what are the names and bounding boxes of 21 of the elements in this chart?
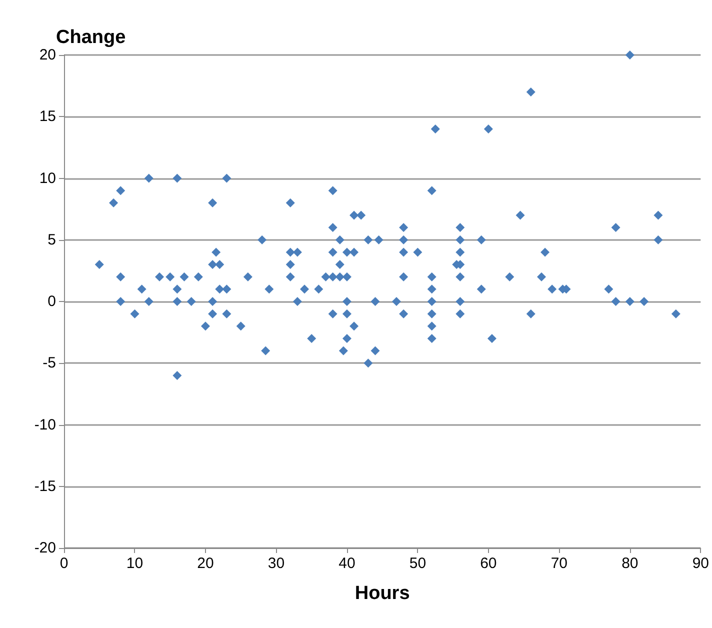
- y-tick-label: -20: [34, 540, 56, 556]
- y-axis-title: Change: [56, 27, 126, 48]
- y-tick-label: 20: [39, 46, 56, 64]
- y-tick-label: 0: [48, 293, 56, 310]
- y-tick-label: -5: [42, 354, 56, 372]
- x-tick-label: 90: [692, 555, 709, 572]
- y-tick-label: 5: [48, 231, 56, 248]
- x-tick-label: 80: [622, 555, 638, 572]
- x-tick-label: 40: [338, 555, 356, 572]
- y-tick-label: 10: [39, 170, 56, 187]
- x-axis-title: Hours: [354, 583, 410, 604]
- x-tick-label: 10: [126, 555, 144, 572]
- x-tick-label: 60: [480, 555, 497, 572]
- x-tick-label: 20: [197, 555, 214, 572]
- y-tick-label: -10: [34, 416, 56, 434]
- x-tick-label: 50: [409, 555, 426, 572]
- x-tick-label: 70: [550, 555, 568, 572]
- x-tick-label: 30: [268, 555, 285, 572]
- x-tick-label: 0: [60, 555, 68, 572]
- y-tick-label: 15: [39, 108, 56, 126]
- y-tick-label: -15: [34, 478, 56, 495]
